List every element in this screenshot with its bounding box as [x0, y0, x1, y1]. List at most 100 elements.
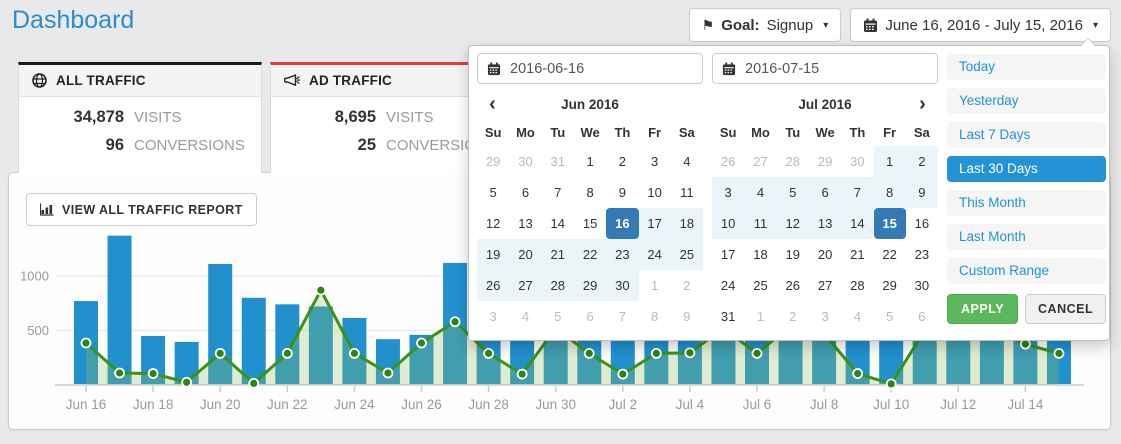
day-cell[interactable]: 6	[586, 309, 594, 324]
day-cell[interactable]: 27	[753, 154, 768, 169]
day-cell[interactable]: 7	[554, 185, 562, 200]
next-month-arrow[interactable]: ›	[919, 93, 926, 115]
day-cell[interactable]: 10	[712, 208, 745, 239]
day-cell[interactable]: 5	[554, 309, 562, 324]
day-cell[interactable]: 9	[905, 177, 938, 208]
day-cell[interactable]: 20	[509, 239, 542, 270]
day-cell[interactable]: 30	[914, 278, 930, 293]
range-option-last-7-days[interactable]: Last 7 Days	[947, 122, 1107, 148]
day-cell[interactable]: 11	[680, 185, 694, 200]
day-cell[interactable]: 10	[647, 185, 662, 200]
day-cell[interactable]: 4	[744, 177, 777, 208]
day-cell[interactable]: 30	[518, 154, 533, 169]
date-range-button[interactable]: June 16, 2016 - July 15, 2016 ▾	[850, 8, 1111, 42]
day-cell[interactable]: 13	[808, 208, 842, 239]
day-cell[interactable]: 25	[753, 278, 768, 293]
day-cell[interactable]: 3	[712, 177, 745, 208]
day-cell[interactable]: 2	[789, 309, 797, 324]
range-option-yesterday[interactable]: Yesterday	[947, 88, 1107, 114]
cancel-button[interactable]: CANCEL	[1025, 294, 1107, 324]
goal-selector-button[interactable]: ⚑ Goal: Signup ▾	[688, 8, 842, 42]
day-cell[interactable]: 30	[606, 270, 639, 301]
day-cell[interactable]: 1	[651, 278, 659, 293]
day-cell[interactable]: 24	[638, 239, 671, 270]
range-option-this-month[interactable]: This Month	[947, 190, 1107, 216]
day-cell[interactable]: 14	[841, 208, 874, 239]
day-cell[interactable]: 20	[817, 247, 833, 262]
day-cell[interactable]: 2	[683, 278, 691, 293]
day-cell[interactable]: 11	[744, 208, 777, 239]
end-date-input[interactable]	[743, 59, 928, 78]
day-cell[interactable]: 5	[776, 177, 809, 208]
day-cell[interactable]: 12	[776, 208, 809, 239]
day-cell[interactable]: 22	[882, 247, 897, 262]
day-cell[interactable]: 27	[509, 270, 542, 301]
day-cell[interactable]: 17	[720, 247, 736, 262]
day-cell[interactable]: 28	[785, 154, 800, 169]
day-cell[interactable]: 19	[785, 247, 800, 262]
day-cell[interactable]: 14	[550, 216, 565, 231]
range-option-today[interactable]: Today	[947, 54, 1107, 80]
day-cell[interactable]: 9	[683, 309, 691, 324]
day-cell[interactable]: 1	[873, 146, 906, 177]
day-cell[interactable]: 29	[817, 154, 833, 169]
day-cell[interactable]: 12	[485, 216, 501, 231]
day-cell[interactable]: 2	[905, 146, 938, 177]
day-cell-selected[interactable]: 15	[873, 208, 906, 239]
day-cell[interactable]: 3	[651, 154, 659, 169]
day-cell[interactable]: 6	[521, 185, 530, 200]
apply-button[interactable]: APPLY	[947, 294, 1019, 324]
day-cell[interactable]: 23	[914, 247, 930, 262]
day-cell[interactable]: 3	[489, 309, 497, 324]
day-cell[interactable]: 7	[841, 177, 874, 208]
day-cell[interactable]: 13	[518, 216, 533, 231]
view-all-traffic-report-button[interactable]: VIEW ALL TRAFFIC REPORT	[26, 193, 257, 226]
day-cell[interactable]: 9	[618, 185, 627, 200]
day-cell[interactable]: 26	[785, 278, 800, 293]
day-cell[interactable]: 1	[586, 154, 594, 169]
day-cell[interactable]: 2	[618, 154, 627, 169]
day-cell[interactable]: 5	[489, 185, 497, 200]
day-cell[interactable]: 26	[720, 154, 736, 169]
day-cell[interactable]: 31	[720, 309, 736, 324]
day-cell[interactable]: 28	[850, 278, 865, 293]
day-cell[interactable]: 1	[756, 309, 765, 324]
range-option-last-30-days[interactable]: Last 30 Days	[947, 156, 1107, 182]
day-cell[interactable]: 27	[817, 278, 833, 293]
day-cell[interactable]: 29	[485, 154, 501, 169]
day-cell[interactable]: 18	[753, 247, 768, 262]
day-cell-selected[interactable]: 16	[606, 208, 639, 239]
day-cell[interactable]: 4	[683, 154, 691, 169]
day-cell[interactable]: 29	[882, 278, 897, 293]
day-cell[interactable]: 19	[477, 239, 510, 270]
day-cell[interactable]: 8	[651, 309, 659, 324]
day-cell[interactable]: 4	[853, 309, 862, 324]
day-cell[interactable]: 23	[606, 239, 639, 270]
day-cell[interactable]: 31	[550, 154, 565, 169]
day-cell[interactable]: 6	[918, 309, 926, 324]
day-cell[interactable]: 21	[541, 239, 574, 270]
day-cell[interactable]: 29	[573, 270, 607, 301]
start-date-input[interactable]	[508, 59, 693, 78]
day-cell[interactable]: 30	[850, 154, 865, 169]
day-cell[interactable]: 26	[477, 270, 510, 301]
day-cell[interactable]: 7	[618, 309, 627, 324]
day-cell[interactable]: 18	[670, 208, 703, 239]
day-cell[interactable]: 8	[873, 177, 906, 208]
day-cell[interactable]: 15	[582, 216, 598, 231]
day-cell[interactable]: 25	[670, 239, 703, 270]
range-option-custom-range[interactable]: Custom Range	[947, 258, 1107, 284]
day-cell[interactable]: 5	[886, 309, 894, 324]
prev-month-arrow[interactable]: ‹	[489, 93, 496, 115]
day-cell[interactable]: 28	[541, 270, 574, 301]
day-cell[interactable]: 6	[808, 177, 842, 208]
day-cell[interactable]: 8	[586, 185, 594, 200]
day-cell[interactable]: 3	[821, 309, 829, 324]
day-cell[interactable]: 22	[573, 239, 607, 270]
day-cell[interactable]: 4	[521, 309, 530, 324]
day-cell[interactable]: 21	[850, 247, 865, 262]
day-cell[interactable]: 24	[720, 278, 736, 293]
range-option-last-month[interactable]: Last Month	[947, 224, 1107, 250]
all-traffic-card[interactable]: ALL TRAFFIC 34,878 VISITS 96 CONVERSIONS	[18, 62, 262, 173]
day-cell[interactable]: 16	[914, 216, 930, 231]
